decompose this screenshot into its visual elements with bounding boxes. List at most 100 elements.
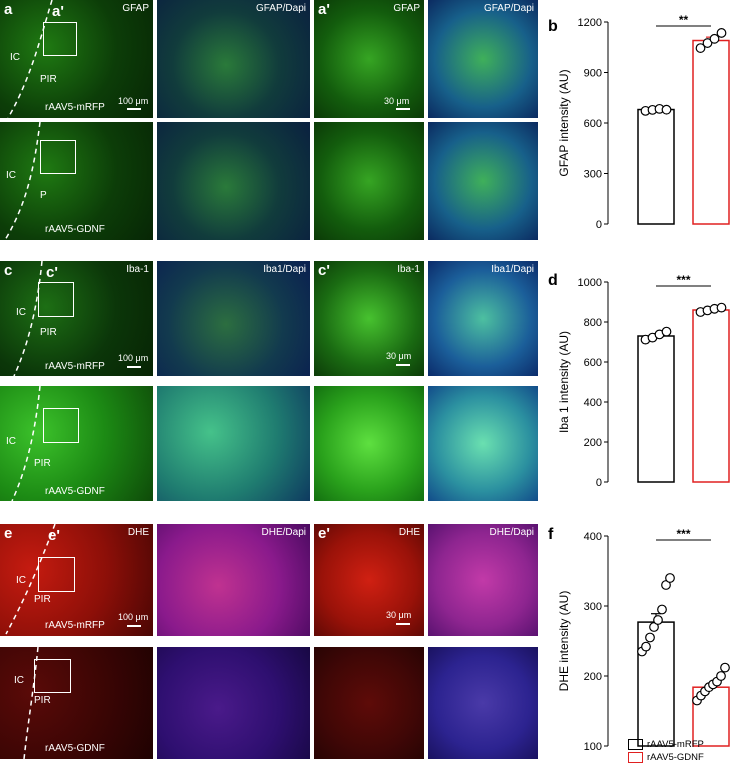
scale-bar-label: 100 μm bbox=[118, 353, 149, 363]
region-pir: PIR bbox=[40, 327, 57, 338]
data-point bbox=[665, 573, 675, 583]
y-tick-label: 1200 bbox=[578, 17, 602, 29]
micrograph-dhe-gdnf-zoom-merge bbox=[428, 647, 538, 759]
bar-chart-iba1: 0 200 400 600 800 1000 Iba 1 intensity (AU) *** bbox=[557, 273, 730, 489]
inset-box bbox=[34, 659, 71, 693]
region-pir: PIR bbox=[34, 695, 51, 706]
condition-label: rAAV5-mRFP bbox=[45, 102, 105, 113]
micrograph-iba1-gdnf-wide: IC PIR rAAV5-GDNF bbox=[0, 386, 153, 501]
stain-label: Iba1/Dapi bbox=[263, 264, 306, 275]
significance-label: *** bbox=[676, 273, 690, 287]
y-tick-label: 200 bbox=[584, 671, 602, 683]
panel-letter-d: d bbox=[548, 272, 558, 289]
condition-label: rAAV5-mRFP bbox=[45, 361, 105, 372]
micrograph-iba1-mrfp-wide: c c' Iba-1 IC PIR rAAV5-mRFP 100 μm bbox=[0, 261, 153, 376]
scale-bar bbox=[127, 108, 141, 110]
bar-mrfp bbox=[637, 108, 675, 225]
region-pir: PIR bbox=[34, 458, 51, 469]
y-tick-label: 900 bbox=[584, 68, 602, 80]
legend: rAAV5-mRFP rAAV5-GDNF bbox=[628, 738, 704, 764]
stain-label: DHE/Dapi bbox=[261, 527, 306, 538]
data-point bbox=[702, 38, 713, 48]
legend-swatch-mrfp bbox=[628, 739, 643, 750]
y-tick-label: 400 bbox=[584, 397, 602, 409]
region-pir: PIR bbox=[34, 594, 51, 605]
panel-letter-e-prime: e' bbox=[318, 525, 330, 542]
legend-item-mrfp: rAAV5-mRFP bbox=[628, 738, 704, 751]
scale-bar-label: 100 μm bbox=[118, 96, 149, 106]
panel-letter-c-prime: c' bbox=[318, 262, 330, 279]
data-point bbox=[645, 632, 655, 643]
micrograph-dhe-gdnf-merge bbox=[157, 647, 310, 759]
y-tick-label: 600 bbox=[584, 118, 602, 130]
scale-bar bbox=[396, 108, 410, 110]
micrograph-dhe-mrfp-wide: e e' DHE IC PIR rAAV5-mRFP 100 μm bbox=[0, 524, 153, 636]
stain-label: DHE bbox=[127, 527, 149, 538]
micrograph-dhe-mrfp-merge: DHE/Dapi bbox=[157, 524, 310, 636]
scale-bar-label: 100 μm bbox=[118, 612, 149, 622]
panel-letter-e: e bbox=[4, 525, 13, 542]
condition-label: rAAV5-mRFP bbox=[45, 620, 105, 631]
bar-mrfp bbox=[637, 621, 675, 747]
data-point bbox=[641, 641, 651, 652]
micrograph-dhe-mrfp-zoom: e' DHE 30 μm bbox=[314, 524, 424, 636]
y-tick-label: 400 bbox=[584, 531, 602, 543]
y-tick-label: 1000 bbox=[578, 277, 602, 289]
panel-letter-c: c bbox=[4, 262, 13, 279]
data-point bbox=[720, 662, 730, 673]
scale-bar bbox=[396, 364, 410, 366]
micrograph-iba1-mrfp-zoom: c' Iba-1 30 μm bbox=[314, 261, 424, 376]
region-ic: IC bbox=[16, 575, 26, 586]
micrograph-dhe-gdnf-wide: IC PIR rAAV5-GDNF bbox=[0, 647, 153, 759]
stain-label: GFAP/Dapi bbox=[255, 3, 306, 14]
data-point bbox=[657, 604, 667, 615]
bar-gdnf bbox=[692, 39, 730, 225]
scale-bar-label: 30 μm bbox=[384, 96, 410, 106]
bar-mrfp bbox=[637, 335, 675, 483]
micrograph-gfap-gdnf-wide: IC P rAAV5-GDNF bbox=[0, 122, 153, 240]
y-axis-label: DHE intensity (AU) bbox=[557, 591, 571, 692]
micrograph-gfap-mrfp-zoom-merge: GFAP/Dapi bbox=[428, 0, 538, 118]
y-tick-label: 100 bbox=[584, 741, 602, 753]
bar-chart-dhe: 100 200 300 400 DHE intensity (AU) *** bbox=[557, 527, 730, 753]
stain-label: DHE/Dapi bbox=[489, 527, 534, 538]
condition-label: rAAV5-GDNF bbox=[45, 224, 105, 235]
micrograph-gfap-mrfp-wide: a a' GFAP IC PIR rAAV5-mRFP 100 μm bbox=[0, 0, 153, 118]
data-point bbox=[661, 104, 672, 115]
stain-label: Iba-1 bbox=[397, 264, 420, 275]
legend-label-mrfp: rAAV5-mRFP bbox=[647, 739, 704, 750]
data-point bbox=[695, 43, 706, 53]
y-tick-label: 600 bbox=[584, 357, 602, 369]
significance-label: ** bbox=[679, 13, 689, 27]
inset-box bbox=[40, 140, 76, 174]
micrograph-iba1-gdnf-zoom bbox=[314, 386, 424, 501]
y-tick-label: 0 bbox=[596, 477, 602, 489]
micrograph-gfap-mrfp-zoom: a' GFAP 30 μm bbox=[314, 0, 424, 118]
micrograph-gfap-gdnf-merge bbox=[157, 122, 310, 240]
y-tick-label: 0 bbox=[596, 219, 602, 231]
region-ic: IC bbox=[16, 307, 26, 318]
condition-label: rAAV5-GDNF bbox=[45, 743, 105, 754]
stain-label: GFAP/Dapi bbox=[483, 3, 534, 14]
micrograph-iba1-gdnf-zoom-merge bbox=[428, 386, 538, 501]
inset-box bbox=[38, 557, 75, 592]
y-tick-label: 300 bbox=[584, 601, 602, 613]
inset-letter: c' bbox=[46, 264, 58, 281]
condition-label: rAAV5-GDNF bbox=[45, 486, 105, 497]
scale-bar bbox=[127, 625, 141, 627]
inset-letter: a' bbox=[52, 3, 64, 20]
micrograph-gfap-gdnf-zoom bbox=[314, 122, 424, 240]
y-tick-label: 200 bbox=[584, 437, 602, 449]
significance-label: *** bbox=[676, 527, 690, 541]
region-ic: IC bbox=[14, 675, 24, 686]
scale-bar-label: 30 μm bbox=[386, 351, 412, 361]
panel-letter-f: f bbox=[548, 526, 554, 543]
micrograph-iba1-gdnf-merge bbox=[157, 386, 310, 501]
region-pir: P bbox=[40, 190, 47, 201]
legend-swatch-gdnf bbox=[628, 752, 643, 763]
micrograph-iba1-mrfp-zoom-merge: Iba1/Dapi bbox=[428, 261, 538, 376]
micrograph-gfap-gdnf-zoom-merge bbox=[428, 122, 538, 240]
scale-bar bbox=[396, 623, 410, 625]
panel-letter-b: b bbox=[548, 18, 558, 35]
bar-gdnf bbox=[692, 309, 730, 483]
